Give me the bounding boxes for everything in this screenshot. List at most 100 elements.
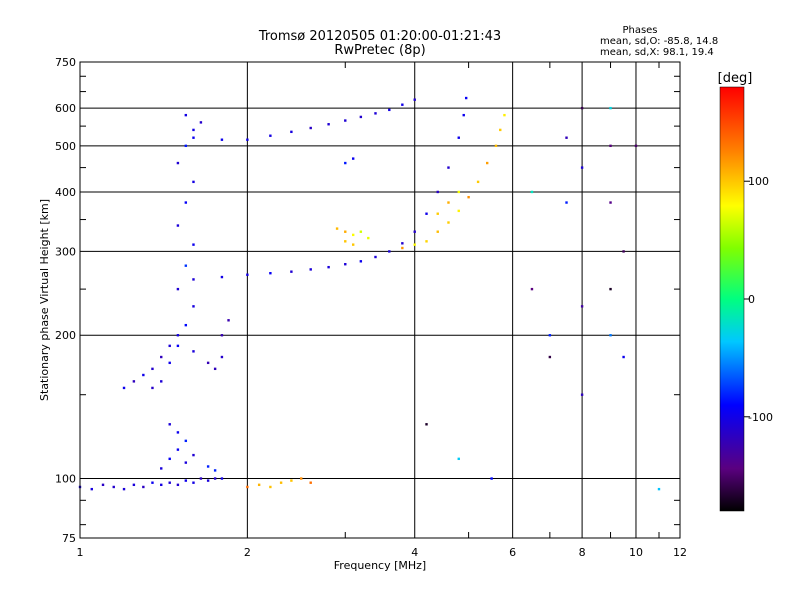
data-point — [151, 386, 154, 390]
data-point — [246, 138, 249, 141]
data-point — [160, 467, 163, 470]
data-point — [199, 477, 203, 480]
data-point — [184, 264, 188, 267]
data-point — [257, 483, 261, 487]
data-point — [184, 479, 188, 482]
data-point — [220, 477, 224, 480]
data-point — [425, 240, 428, 243]
data-point — [168, 344, 171, 348]
data-point — [344, 263, 347, 266]
data-point — [184, 144, 188, 148]
data-point — [490, 477, 493, 480]
data-point — [351, 243, 355, 246]
data-point — [122, 487, 126, 491]
data-point — [220, 334, 224, 337]
x-tick-label: 2 — [244, 546, 251, 559]
data-point — [401, 246, 404, 250]
data-point — [609, 287, 612, 291]
y-tick-label: 75 — [62, 532, 76, 545]
data-point — [327, 265, 330, 269]
data-point — [168, 481, 171, 484]
data-point — [220, 138, 224, 141]
data-points — [78, 96, 661, 491]
data-point — [168, 361, 171, 365]
colorbar-tick-label: 100 — [748, 175, 769, 188]
data-point — [192, 481, 195, 484]
data-point — [367, 236, 370, 240]
y-tick-label: 300 — [55, 245, 76, 258]
data-point — [176, 431, 180, 434]
data-point — [309, 481, 312, 484]
data-point — [657, 487, 661, 491]
data-point — [359, 230, 363, 233]
data-point — [413, 98, 416, 101]
data-point — [447, 166, 450, 169]
data-point — [160, 380, 163, 383]
data-point — [300, 477, 303, 480]
data-point — [176, 344, 180, 348]
data-point — [622, 250, 625, 253]
data-point — [327, 123, 330, 126]
data-point — [609, 201, 612, 204]
data-point — [413, 230, 416, 233]
x-axis-label: Frequency [MHz] — [334, 559, 426, 572]
data-point — [580, 106, 584, 110]
data-point — [176, 448, 180, 451]
data-point — [122, 386, 126, 390]
x-tick-label: 6 — [509, 546, 516, 559]
y-tick-label: 200 — [55, 329, 76, 342]
data-point — [457, 209, 460, 213]
data-point — [192, 243, 195, 246]
data-point — [530, 190, 534, 194]
data-point — [227, 319, 230, 322]
data-point — [374, 112, 377, 115]
data-point — [580, 166, 584, 169]
data-point — [530, 287, 534, 291]
data-point — [269, 134, 272, 137]
data-point — [206, 465, 210, 468]
y-axis-label: Stationary phase Virtual Height [km] — [38, 199, 51, 401]
data-point — [290, 270, 293, 273]
data-point — [192, 305, 195, 308]
x-tick-label: 8 — [579, 546, 586, 559]
data-point — [132, 380, 136, 383]
data-point — [485, 161, 489, 165]
y-tick-label: 100 — [55, 473, 76, 486]
data-point — [548, 355, 552, 359]
data-point — [609, 106, 612, 110]
data-point — [467, 195, 470, 199]
data-point — [457, 136, 460, 139]
chart-title: Tromsø 20120505 01:20:00-01:21:43 — [258, 29, 501, 44]
data-point — [184, 439, 188, 443]
y-axis-ticks: 75 100 200 300 400 500 600 750 — [55, 56, 680, 545]
data-point — [192, 180, 195, 184]
data-point — [565, 201, 568, 204]
data-point — [634, 144, 638, 148]
x-tick-label: 12 — [673, 546, 687, 559]
data-point — [425, 423, 428, 426]
data-point — [359, 115, 363, 119]
x-tick-label: 10 — [629, 546, 643, 559]
data-point — [462, 113, 465, 117]
data-point — [213, 477, 217, 480]
data-point — [580, 305, 584, 308]
data-point — [192, 128, 195, 132]
data-point — [290, 479, 293, 482]
data-point — [609, 144, 612, 148]
data-point — [132, 483, 136, 487]
data-point — [335, 227, 339, 230]
data-point — [344, 161, 347, 165]
data-point — [176, 483, 180, 487]
data-point — [151, 367, 154, 371]
data-point — [309, 126, 312, 130]
data-point — [447, 221, 450, 224]
data-point — [192, 350, 195, 353]
data-point — [168, 423, 171, 426]
data-point — [344, 119, 347, 122]
data-point — [192, 136, 195, 139]
data-point — [436, 212, 439, 215]
data-point — [344, 230, 347, 233]
data-point — [279, 481, 283, 484]
data-point — [413, 243, 416, 246]
